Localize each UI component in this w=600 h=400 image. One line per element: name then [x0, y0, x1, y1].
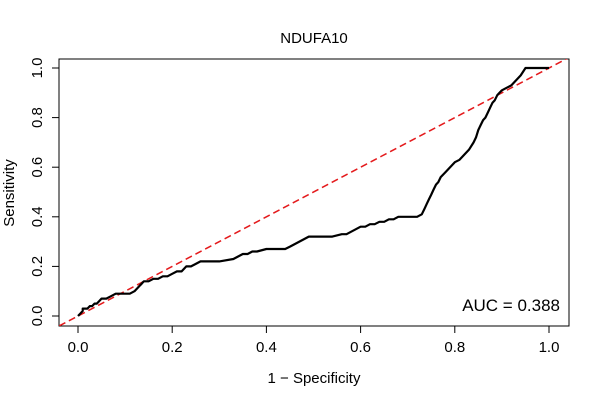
y-tick-label: 1.0: [29, 58, 46, 79]
y-axis-label: Sensitivity: [1, 159, 18, 227]
y-tick-label: 0.2: [29, 256, 46, 277]
chart-title: NDUFA10: [280, 30, 348, 47]
reference-diagonal-line: [59, 59, 568, 326]
x-tick-label: 0.0: [68, 339, 89, 356]
x-tick-label: 0.8: [444, 339, 465, 356]
y-tick-label: 0.8: [29, 107, 46, 128]
x-tick-label: 0.2: [162, 339, 183, 356]
x-axis: 0.0 0.2 0.4 0.6 0.8 1.0: [68, 325, 560, 356]
x-tick-label: 0.6: [350, 339, 371, 356]
x-axis-label: 1 − Specificity: [268, 370, 361, 387]
y-tick-label: 0.0: [29, 306, 46, 327]
auc-annotation: AUC = 0.388: [462, 296, 560, 315]
y-tick-label: 0.4: [29, 206, 46, 227]
y-tick-label: 0.6: [29, 157, 46, 178]
y-axis: 0.0 0.2 0.4 0.6 0.8 1.0: [29, 58, 60, 327]
x-tick-label: 0.4: [256, 339, 277, 356]
x-tick-label: 1.0: [539, 339, 560, 356]
roc-curve: [77, 66, 549, 317]
